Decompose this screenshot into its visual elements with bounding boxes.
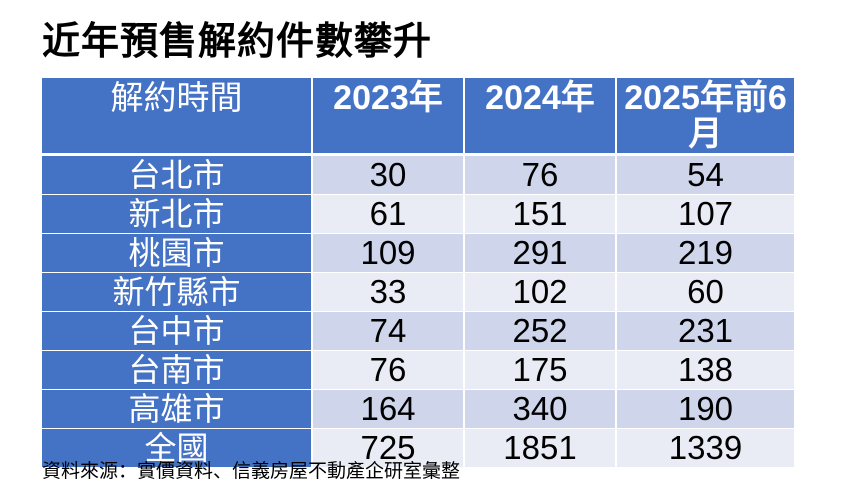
table-row: 桃園市 109 291 219 (42, 233, 794, 273)
row-city: 高雄市 (42, 389, 313, 429)
cell-2025: 138 (616, 350, 794, 390)
cell-2024: 1851 (464, 428, 617, 468)
cell-2024: 252 (464, 311, 617, 351)
header-2023: 2023年 (312, 78, 465, 156)
cell-2023: 109 (312, 233, 465, 273)
cancellation-table: 解約時間 2023年 2024年 2025年前6月 台北市 30 76 54 新… (42, 78, 794, 468)
row-city: 桃園市 (42, 233, 313, 273)
header-2024: 2024年 (464, 78, 617, 156)
cell-2023: 725 (312, 428, 465, 468)
cell-2023: 76 (312, 350, 465, 390)
table-row-total: 全國 725 1851 1339 (42, 428, 794, 468)
table-row: 台中市 74 252 231 (42, 311, 794, 351)
cell-2024: 151 (464, 194, 617, 234)
page-title: 近年預售解約件數攀升 (42, 19, 433, 63)
row-city: 台中市 (42, 311, 313, 351)
cell-2023: 164 (312, 389, 465, 429)
table-row: 新北市 61 151 107 (42, 194, 794, 234)
cell-2025: 60 (616, 272, 794, 312)
cell-2024: 291 (464, 233, 617, 273)
cell-2025: 107 (616, 194, 794, 234)
header-period: 解約時間 (42, 78, 313, 156)
row-city: 新竹縣市 (42, 272, 313, 312)
cell-2024: 76 (464, 154, 617, 195)
cell-2024: 102 (464, 272, 617, 312)
table-row: 台北市 30 76 54 (42, 154, 794, 195)
cell-2023: 74 (312, 311, 465, 351)
row-city: 台南市 (42, 350, 313, 390)
table-header-row: 解約時間 2023年 2024年 2025年前6月 (42, 78, 794, 156)
row-city: 台北市 (42, 154, 313, 195)
cell-2023: 33 (312, 272, 465, 312)
cell-2025: 231 (616, 311, 794, 351)
cell-2025: 219 (616, 233, 794, 273)
cell-2025: 190 (616, 389, 794, 429)
table-row: 新竹縣市 33 102 60 (42, 272, 794, 312)
table-row: 高雄市 164 340 190 (42, 389, 794, 429)
cell-2025: 1339 (616, 428, 794, 468)
table-row: 台南市 76 175 138 (42, 350, 794, 390)
row-city: 全國 (42, 428, 313, 468)
cell-2025: 54 (616, 154, 794, 195)
header-2025-h1: 2025年前6月 (616, 78, 794, 156)
cell-2024: 175 (464, 350, 617, 390)
source-note: 資料來源：實價資料、信義房屋不動產企研室彙整 (42, 460, 461, 482)
cell-2024: 340 (464, 389, 617, 429)
cell-2023: 30 (312, 154, 465, 195)
row-city: 新北市 (42, 194, 313, 234)
cell-2023: 61 (312, 194, 465, 234)
